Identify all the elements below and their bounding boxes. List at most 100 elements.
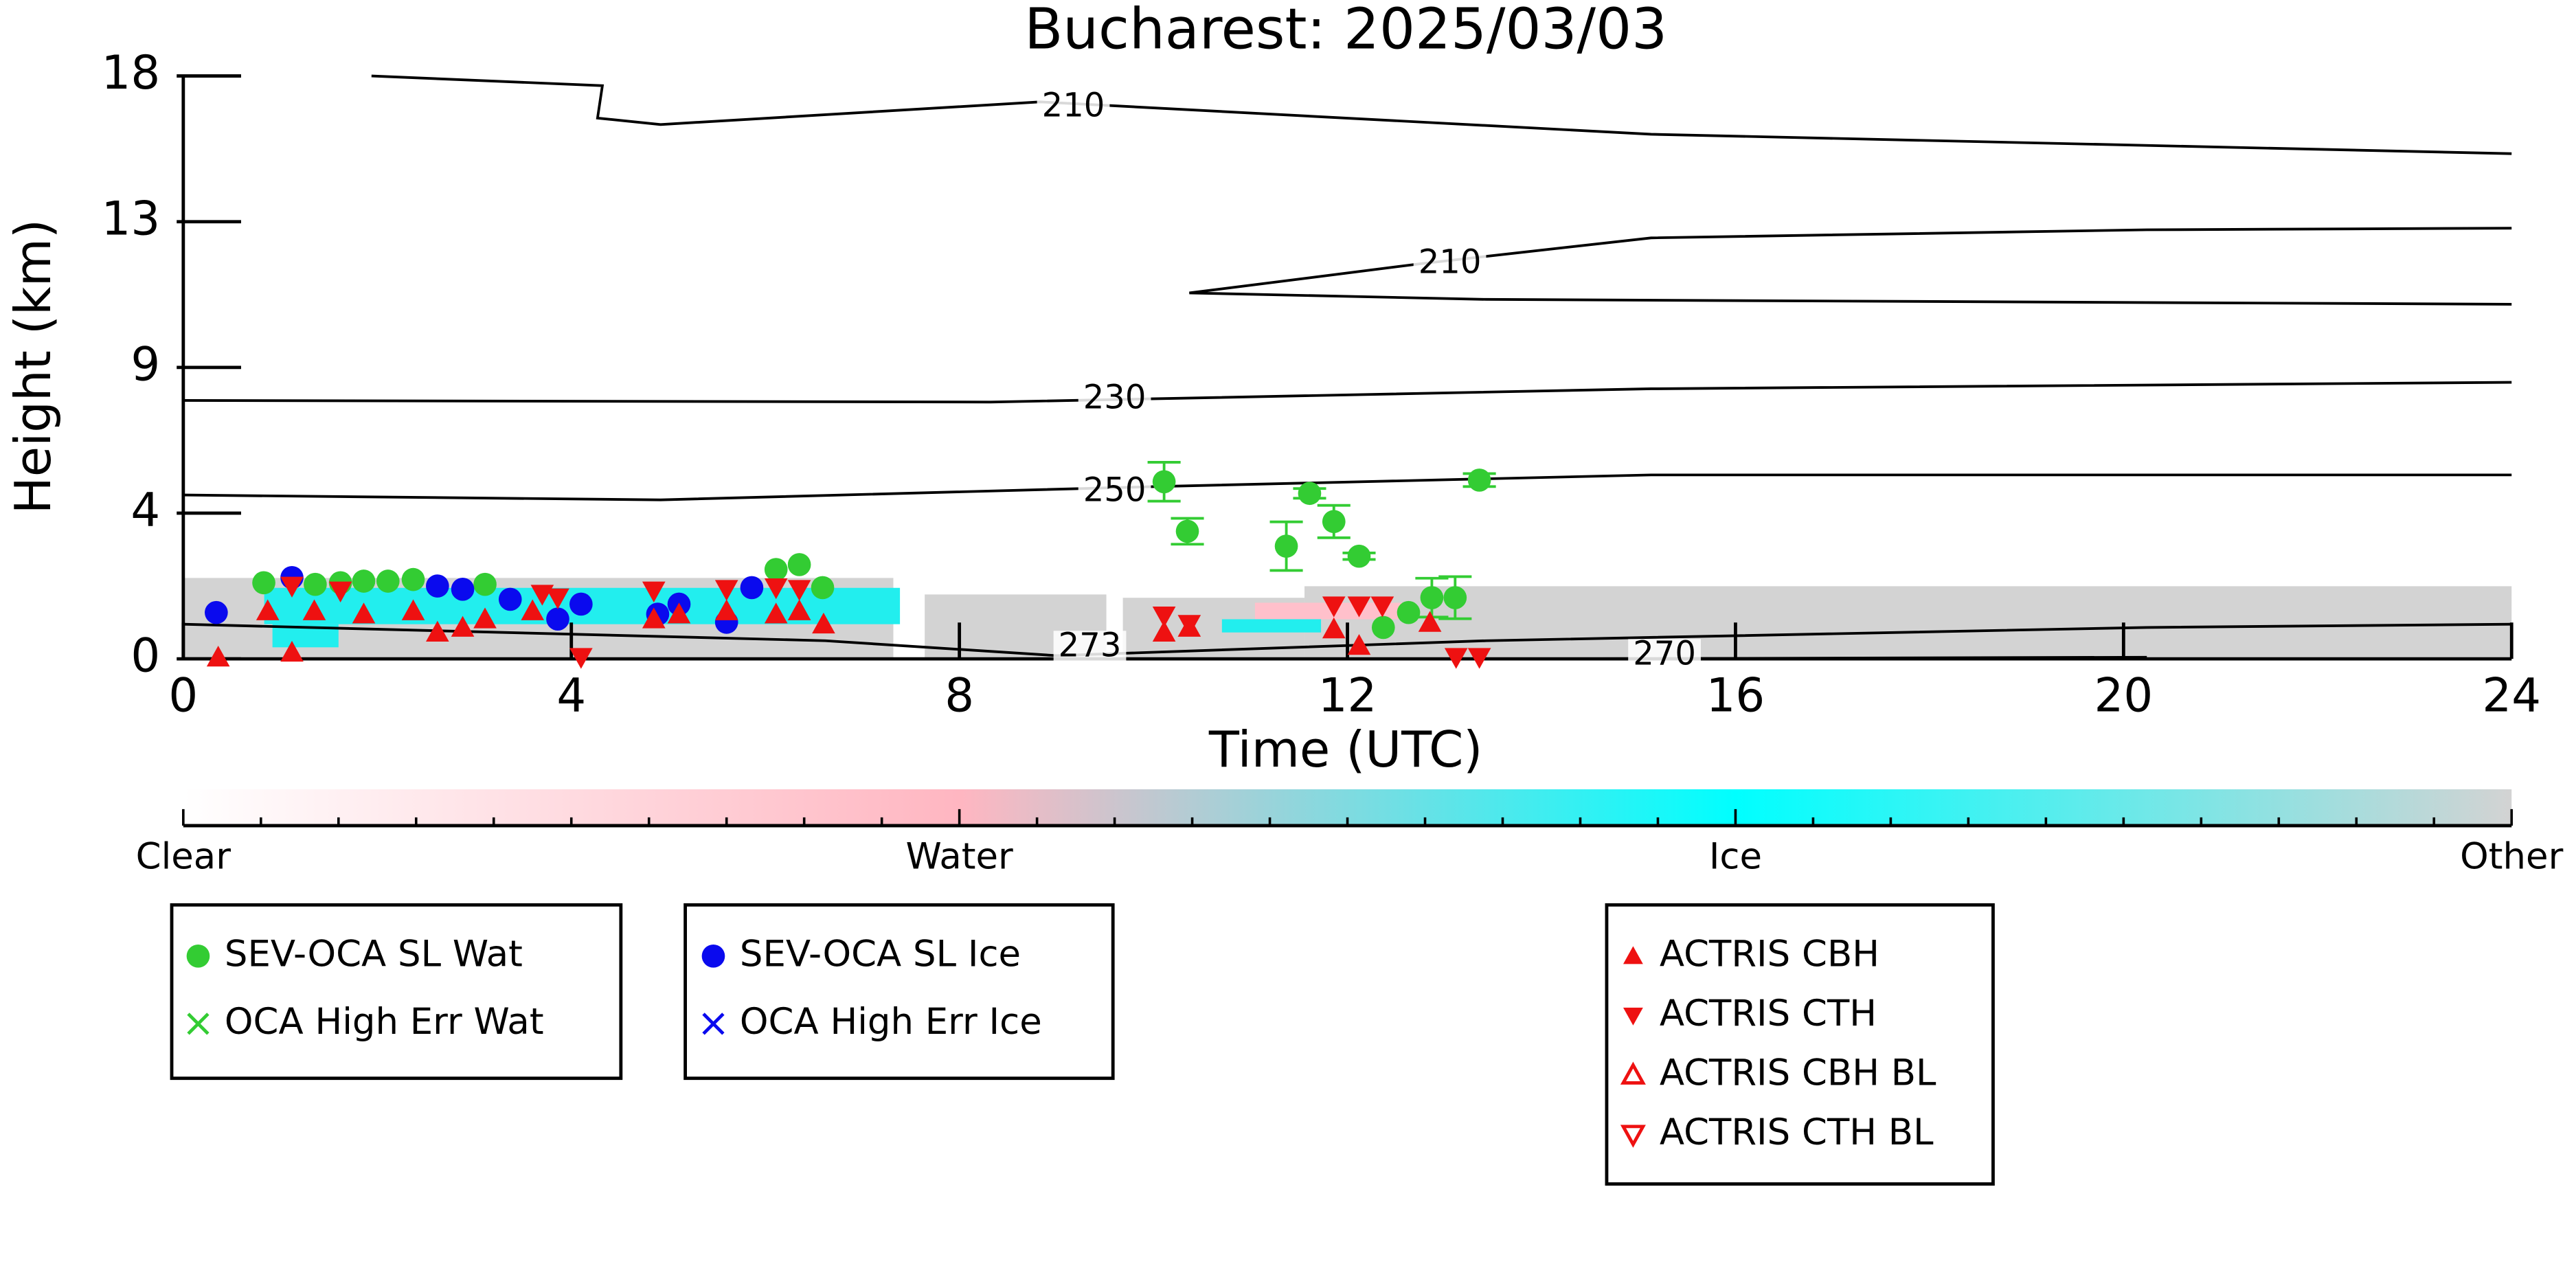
x-tick-label: 8 [945, 668, 974, 722]
point [667, 602, 691, 624]
contour-label-bg [1628, 639, 1701, 673]
point [1444, 648, 1468, 669]
legend-marker [1623, 946, 1643, 964]
point [714, 599, 738, 620]
point [252, 571, 275, 595]
legend-box [683, 903, 1115, 1081]
legend-label: ACTRIS CBH [1660, 933, 1879, 975]
contour-line [1189, 227, 2512, 306]
point [328, 581, 352, 602]
point [1370, 596, 1394, 618]
legend-label: OCA High Err Wat [225, 1001, 544, 1043]
contour-label: 270 [1633, 634, 1696, 673]
point [812, 612, 835, 634]
point [304, 572, 327, 596]
point [1322, 596, 1346, 618]
mask-ice [1221, 619, 1322, 633]
point [205, 600, 228, 624]
legend-label: ACTRIS CTH BL [1660, 1111, 1934, 1153]
point [642, 581, 666, 602]
colorbar-label: Clear [136, 836, 231, 878]
contour-label-bg [1078, 383, 1151, 416]
point [401, 567, 425, 591]
colorbar-label: Ice [1709, 836, 1762, 878]
point [787, 553, 811, 576]
x-tick-label: 12 [1318, 668, 1377, 722]
legend-marker [186, 945, 210, 968]
contour-label: 230 [1083, 379, 1146, 417]
point [714, 580, 738, 601]
contour-line [371, 74, 2512, 155]
point [546, 588, 569, 609]
point [1467, 648, 1491, 669]
contour-label: 210 [1042, 86, 1105, 124]
point [569, 648, 593, 669]
point [787, 580, 811, 601]
point [1397, 600, 1421, 624]
point [376, 569, 400, 593]
point [426, 574, 449, 598]
contour-label-bg [1413, 247, 1487, 281]
point [764, 602, 788, 624]
point [1152, 606, 1176, 628]
contour-line [183, 381, 2512, 404]
x-tick-label: 16 [1706, 668, 1765, 722]
legend-label: SEV-OCA SL Ice [740, 933, 1021, 975]
point [451, 615, 475, 637]
point [642, 607, 666, 629]
colorbar-label: Water [905, 836, 1013, 878]
point [473, 607, 497, 629]
point [764, 558, 788, 581]
legend-marker [1620, 1125, 1646, 1148]
x-tick-label: 24 [2482, 668, 2541, 722]
mask-other [1304, 586, 2512, 659]
point [569, 592, 593, 616]
y-tick-label: 9 [131, 337, 160, 391]
point [740, 576, 764, 600]
y-tick-label: 18 [102, 46, 161, 100]
point [302, 599, 326, 620]
y-axis-label: Height (km) [5, 219, 63, 515]
x-axis-label: Time (UTC) [1208, 721, 1483, 779]
point [206, 645, 230, 667]
point [1152, 620, 1176, 642]
point [764, 578, 788, 600]
point [280, 640, 304, 662]
point [280, 576, 304, 598]
chart-title: Bucharest: 2025/03/03 [1024, 0, 1667, 63]
point [1322, 510, 1346, 534]
legend-label: SEV-OCA SL Wat [225, 933, 523, 975]
point [426, 620, 449, 642]
contour-line [183, 473, 2512, 501]
y-tick-label: 0 [131, 629, 160, 683]
point [1467, 468, 1491, 492]
contour-label: 250 [1083, 471, 1146, 509]
point [1152, 470, 1176, 494]
point [256, 599, 280, 620]
point [1274, 534, 1298, 558]
legend-box [170, 903, 623, 1081]
x-tick-label: 4 [556, 668, 586, 722]
contour-label-bg [1053, 631, 1127, 664]
legend-marker [187, 1013, 210, 1035]
point [1298, 482, 1322, 506]
point [1418, 611, 1442, 632]
legend-marker [1620, 1061, 1646, 1085]
point [811, 576, 835, 600]
point [1347, 544, 1371, 568]
x-tick-label: 20 [2094, 668, 2154, 722]
legend-label: ACTRIS CBH BL [1660, 1052, 1936, 1094]
point [352, 602, 376, 624]
legend-box [1605, 903, 1995, 1186]
point [401, 599, 425, 620]
point [1177, 615, 1201, 636]
legend-label: ACTRIS CTH [1660, 993, 1877, 1035]
y-tick-label: 13 [102, 192, 161, 245]
point [521, 599, 545, 620]
point [473, 572, 497, 596]
legend-marker [701, 945, 725, 968]
point [1443, 586, 1467, 609]
contour-label-bg [1078, 475, 1151, 509]
x-tick-label: 0 [168, 668, 198, 722]
